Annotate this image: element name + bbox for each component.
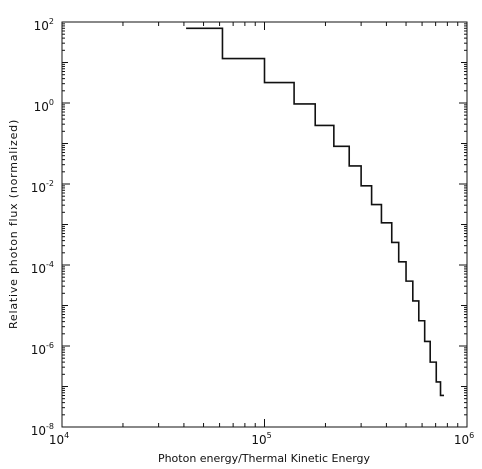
y-tick-label-base: 10 [31, 343, 46, 357]
y-ticks [62, 21, 467, 428]
y-tick-label-base: 10 [31, 424, 46, 438]
y-tick-label-exponent: 0 [49, 98, 54, 107]
y-tick-label: 10-4 [31, 260, 54, 276]
series-group [186, 27, 445, 397]
x-tick-label-exponent: 4 [64, 431, 69, 440]
y-tick-label-base: 10 [31, 262, 46, 276]
x-tick-label: 106 [454, 431, 474, 447]
y-tick-label: 10-6 [31, 341, 54, 357]
x-tick-label: 105 [251, 431, 271, 447]
x-tick-label: 104 [49, 431, 69, 447]
y-tick-label: 100 [34, 98, 54, 114]
y-tick-label: 10-2 [31, 179, 54, 195]
y-tick-label-exponent: -2 [46, 179, 54, 188]
y-tick-label: 102 [34, 17, 54, 33]
y-tick-label-exponent: -8 [46, 422, 54, 431]
y-tick-label-base: 10 [31, 181, 46, 195]
x-tick-label-base: 10 [454, 433, 469, 447]
x-tick-label-exponent: 6 [469, 431, 474, 440]
x-axis-label: Photon energy/Thermal Kinetic Energy [158, 452, 371, 465]
y-tick-label: 10-8 [31, 422, 54, 438]
y-tick-label-exponent: -6 [46, 341, 54, 350]
x-tick-label-base: 10 [251, 433, 266, 447]
y-tick-label-base: 10 [34, 19, 49, 33]
series-line [186, 27, 445, 397]
y-tick-label-exponent: 2 [49, 17, 54, 26]
y-axis-label: Relative photon flux (normalized) [7, 119, 20, 329]
y-tick-label-base: 10 [34, 100, 49, 114]
y-tick-label-exponent: -4 [46, 260, 54, 269]
x-tick-label-exponent: 5 [267, 431, 272, 440]
x-tick-label-base: 10 [49, 433, 64, 447]
